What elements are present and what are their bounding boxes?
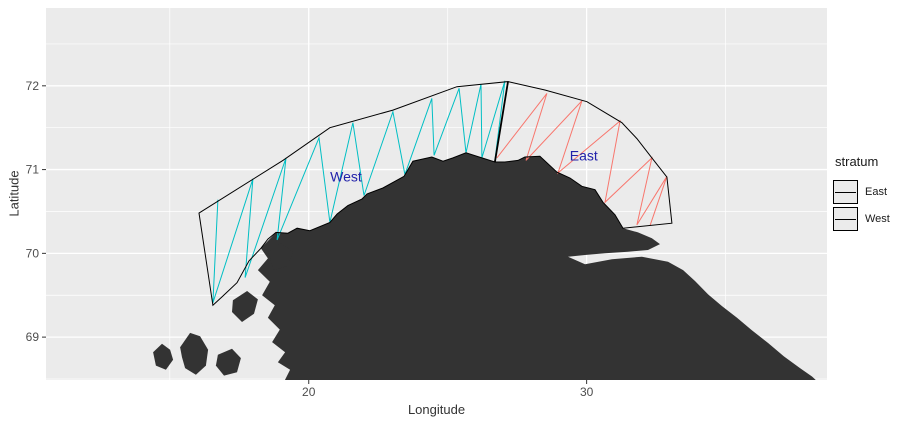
land-island	[180, 332, 209, 375]
y-tick-label: 72	[26, 79, 40, 93]
stratum-divider-line	[494, 81, 509, 163]
land-island	[215, 348, 241, 376]
legend-item-east: East	[833, 178, 915, 205]
x-tick-label: 20	[302, 385, 316, 399]
land-island	[153, 343, 174, 370]
land-island	[267, 243, 293, 271]
legend-key-east-line-glyph	[835, 191, 856, 193]
x-tick-label: 30	[580, 385, 594, 399]
legend-item-west: West	[833, 205, 915, 232]
stratum-outline-east	[494, 80, 673, 229]
land-island	[232, 291, 258, 322]
legend: stratum East West	[833, 154, 915, 232]
stratum-label-west: West	[330, 168, 362, 184]
legend-label-west: West	[865, 212, 890, 225]
stratum-label-east: East	[570, 147, 598, 163]
legend-key-west-line-glyph	[835, 218, 856, 220]
y-tick-label: 69	[26, 330, 40, 344]
legend-title: stratum	[835, 154, 879, 169]
legend-label-east: East	[865, 185, 888, 198]
y-tick-label: 70	[26, 246, 40, 260]
legend-key-east-swatch	[833, 179, 858, 204]
legend-key-west-swatch	[833, 206, 858, 231]
y-axis-title: Latitude	[6, 170, 22, 217]
land-mainland	[257, 152, 816, 380]
y-tick-label: 71	[26, 163, 40, 177]
x-axis-title: Longitude	[407, 402, 466, 417]
